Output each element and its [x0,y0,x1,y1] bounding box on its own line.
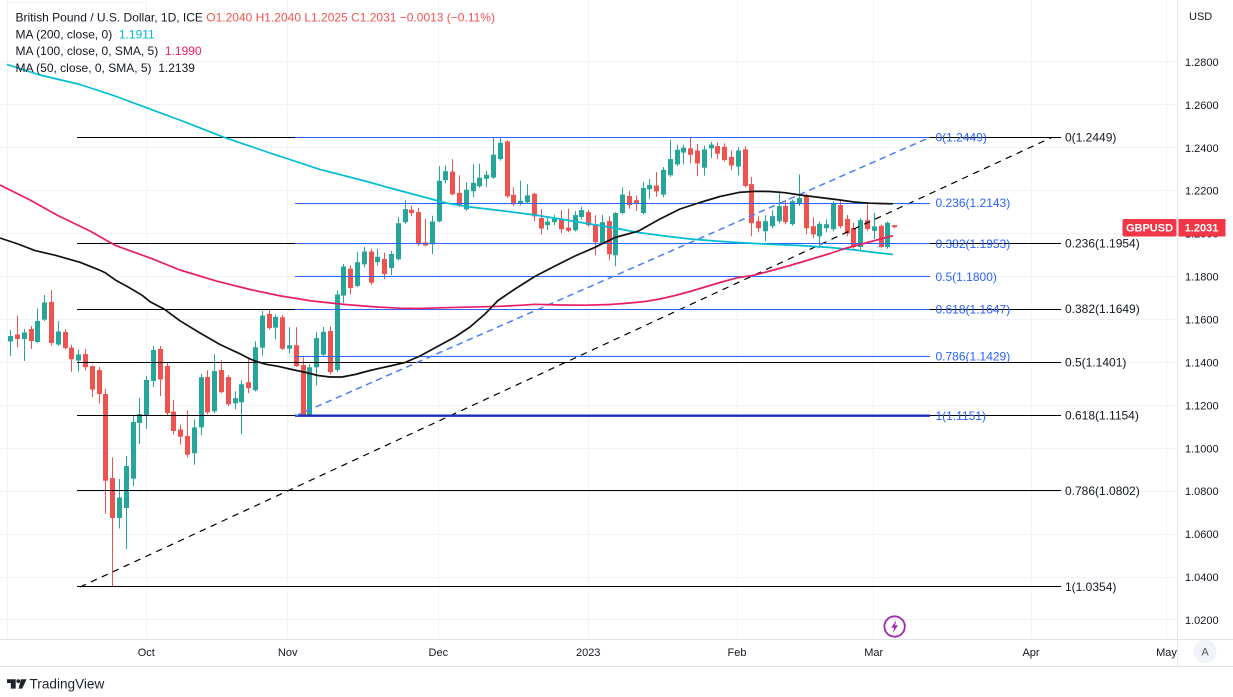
svg-text:MA (50, close, 0, SMA, 5) 1.2: MA (50, close, 0, SMA, 5) 1.2139 [16,61,196,75]
svg-text:0.5(1.1401): 0.5(1.1401) [1065,355,1126,369]
svg-text:Nov: Nov [278,647,298,659]
svg-text:1.2600: 1.2600 [1185,100,1219,112]
svg-text:USD: USD [1189,11,1212,23]
svg-text:1.1200: 1.1200 [1185,400,1219,412]
svg-text:1.2800: 1.2800 [1185,57,1219,69]
svg-text:1.1600: 1.1600 [1185,315,1219,327]
svg-text:1.1000: 1.1000 [1185,443,1219,455]
svg-text:1.1800: 1.1800 [1185,272,1219,284]
svg-text:0.382(1.1953): 0.382(1.1953) [936,237,1011,251]
svg-text:Feb: Feb [728,647,747,659]
svg-text:1.2200: 1.2200 [1185,186,1219,198]
svg-text:0(1.2449): 0(1.2449) [1065,131,1116,145]
svg-text:1(1.0354): 1(1.0354) [1065,580,1116,594]
svg-text:TradingView: TradingView [30,677,105,692]
svg-text:Apr: Apr [1022,647,1039,659]
svg-text:0(1.2449): 0(1.2449) [936,131,987,145]
svg-text:A: A [1201,647,1209,659]
svg-text:1.0400: 1.0400 [1185,572,1219,584]
svg-text:1.1400: 1.1400 [1185,357,1219,369]
svg-text:Dec: Dec [429,647,449,659]
svg-text:1.0600: 1.0600 [1185,529,1219,541]
svg-text:1(1.1151): 1(1.1151) [936,409,986,423]
svg-text:GBPUSD: GBPUSD [1126,223,1173,235]
svg-text:Mar: Mar [864,647,883,659]
svg-text:MA (100, close, 0, SMA, 5) 1.: MA (100, close, 0, SMA, 5) 1.1990 [16,44,202,58]
svg-text:0.236(1.2143): 0.236(1.2143) [936,196,1011,210]
svg-text:0.786(1.1429): 0.786(1.1429) [936,349,1011,363]
svg-text:0.786(1.0802): 0.786(1.0802) [1065,484,1140,498]
svg-text:MA (200, close, 0) 1.1911: MA (200, close, 0) 1.1911 [16,27,156,41]
svg-text:May: May [1156,647,1177,659]
svg-text:0.618(1.1154): 0.618(1.1154) [1065,408,1139,422]
svg-text:Oct: Oct [138,647,155,659]
svg-text:0.618(1.1647): 0.618(1.1647) [936,303,1011,317]
svg-text:0.5(1.1800): 0.5(1.1800) [936,270,997,284]
svg-text:1.0200: 1.0200 [1185,615,1219,627]
svg-text:1.0800: 1.0800 [1185,486,1219,498]
svg-text:British Pound / U.S. Dollar, 1: British Pound / U.S. Dollar, 1D, ICE O1.… [16,11,495,25]
svg-text:1.2400: 1.2400 [1185,143,1219,155]
svg-text:1.2031: 1.2031 [1185,223,1219,235]
svg-text:0.382(1.1649): 0.382(1.1649) [1065,302,1140,316]
svg-text:2023: 2023 [576,647,600,659]
svg-text:0.236(1.1954): 0.236(1.1954) [1065,237,1140,251]
